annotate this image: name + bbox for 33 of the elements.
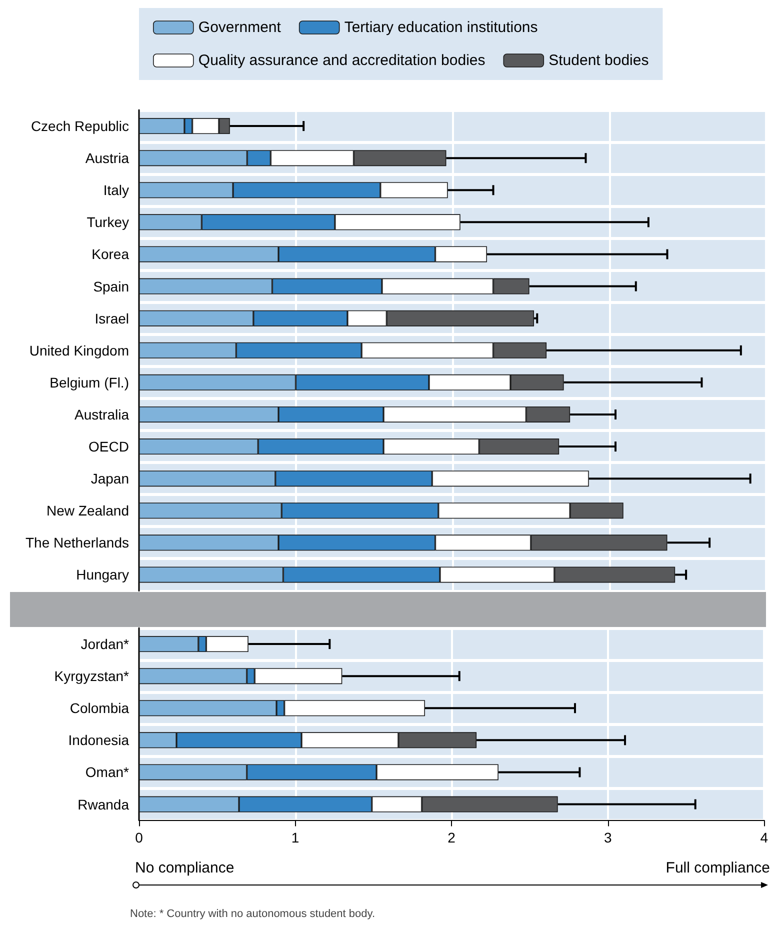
y-tick-label: Japan [90,470,129,487]
y-tick-label: Italy [103,182,129,198]
legend-label: Government [198,19,282,36]
y-tick-label: Rwanda [78,796,130,812]
y-tick-label: Oman* [85,764,130,780]
y-tick-label: Belgium (Fl.) [50,374,129,390]
y-tick-label: United Kingdom [29,342,129,358]
y-tick-label: Czech Republic [30,118,129,134]
y-tick-label: Israel [94,310,129,326]
legend-label: Student bodies [548,52,649,69]
x-tick-label: 4 [760,829,768,846]
y-tick-label: Indonesia [68,732,130,748]
y-tick-label: OECD [88,438,129,455]
y-tick-label: Kyrgyzstan* [54,668,130,684]
text: Note: * Country with no autonomous student body. [130,908,375,920]
text: Full compliance [666,859,770,876]
legend-label: Tertiary education institutions [344,19,538,36]
y-tick-label: Colombia [70,700,130,716]
y-tick-label: Australia [74,406,130,422]
x-tick-label: 0 [135,829,144,846]
x-tick-label: 1 [291,829,300,846]
y-tick-label: Turkey [86,214,129,230]
y-tick-label: New Zealand [46,502,129,519]
x-tick-label: 2 [448,829,456,846]
y-tick-label: Spain [93,278,129,294]
x-tick-label: 3 [604,829,612,846]
y-tick-label: The Netherlands [25,534,129,551]
text: No compliance [135,859,234,876]
y-tick-label: Jordan* [80,636,130,652]
y-tick-label: Austria [85,150,130,166]
y-tick-label: Korea [92,246,130,262]
y-tick-label: Hungary [76,566,129,583]
legend-label: Quality assurance and accreditation bodies [198,52,486,69]
